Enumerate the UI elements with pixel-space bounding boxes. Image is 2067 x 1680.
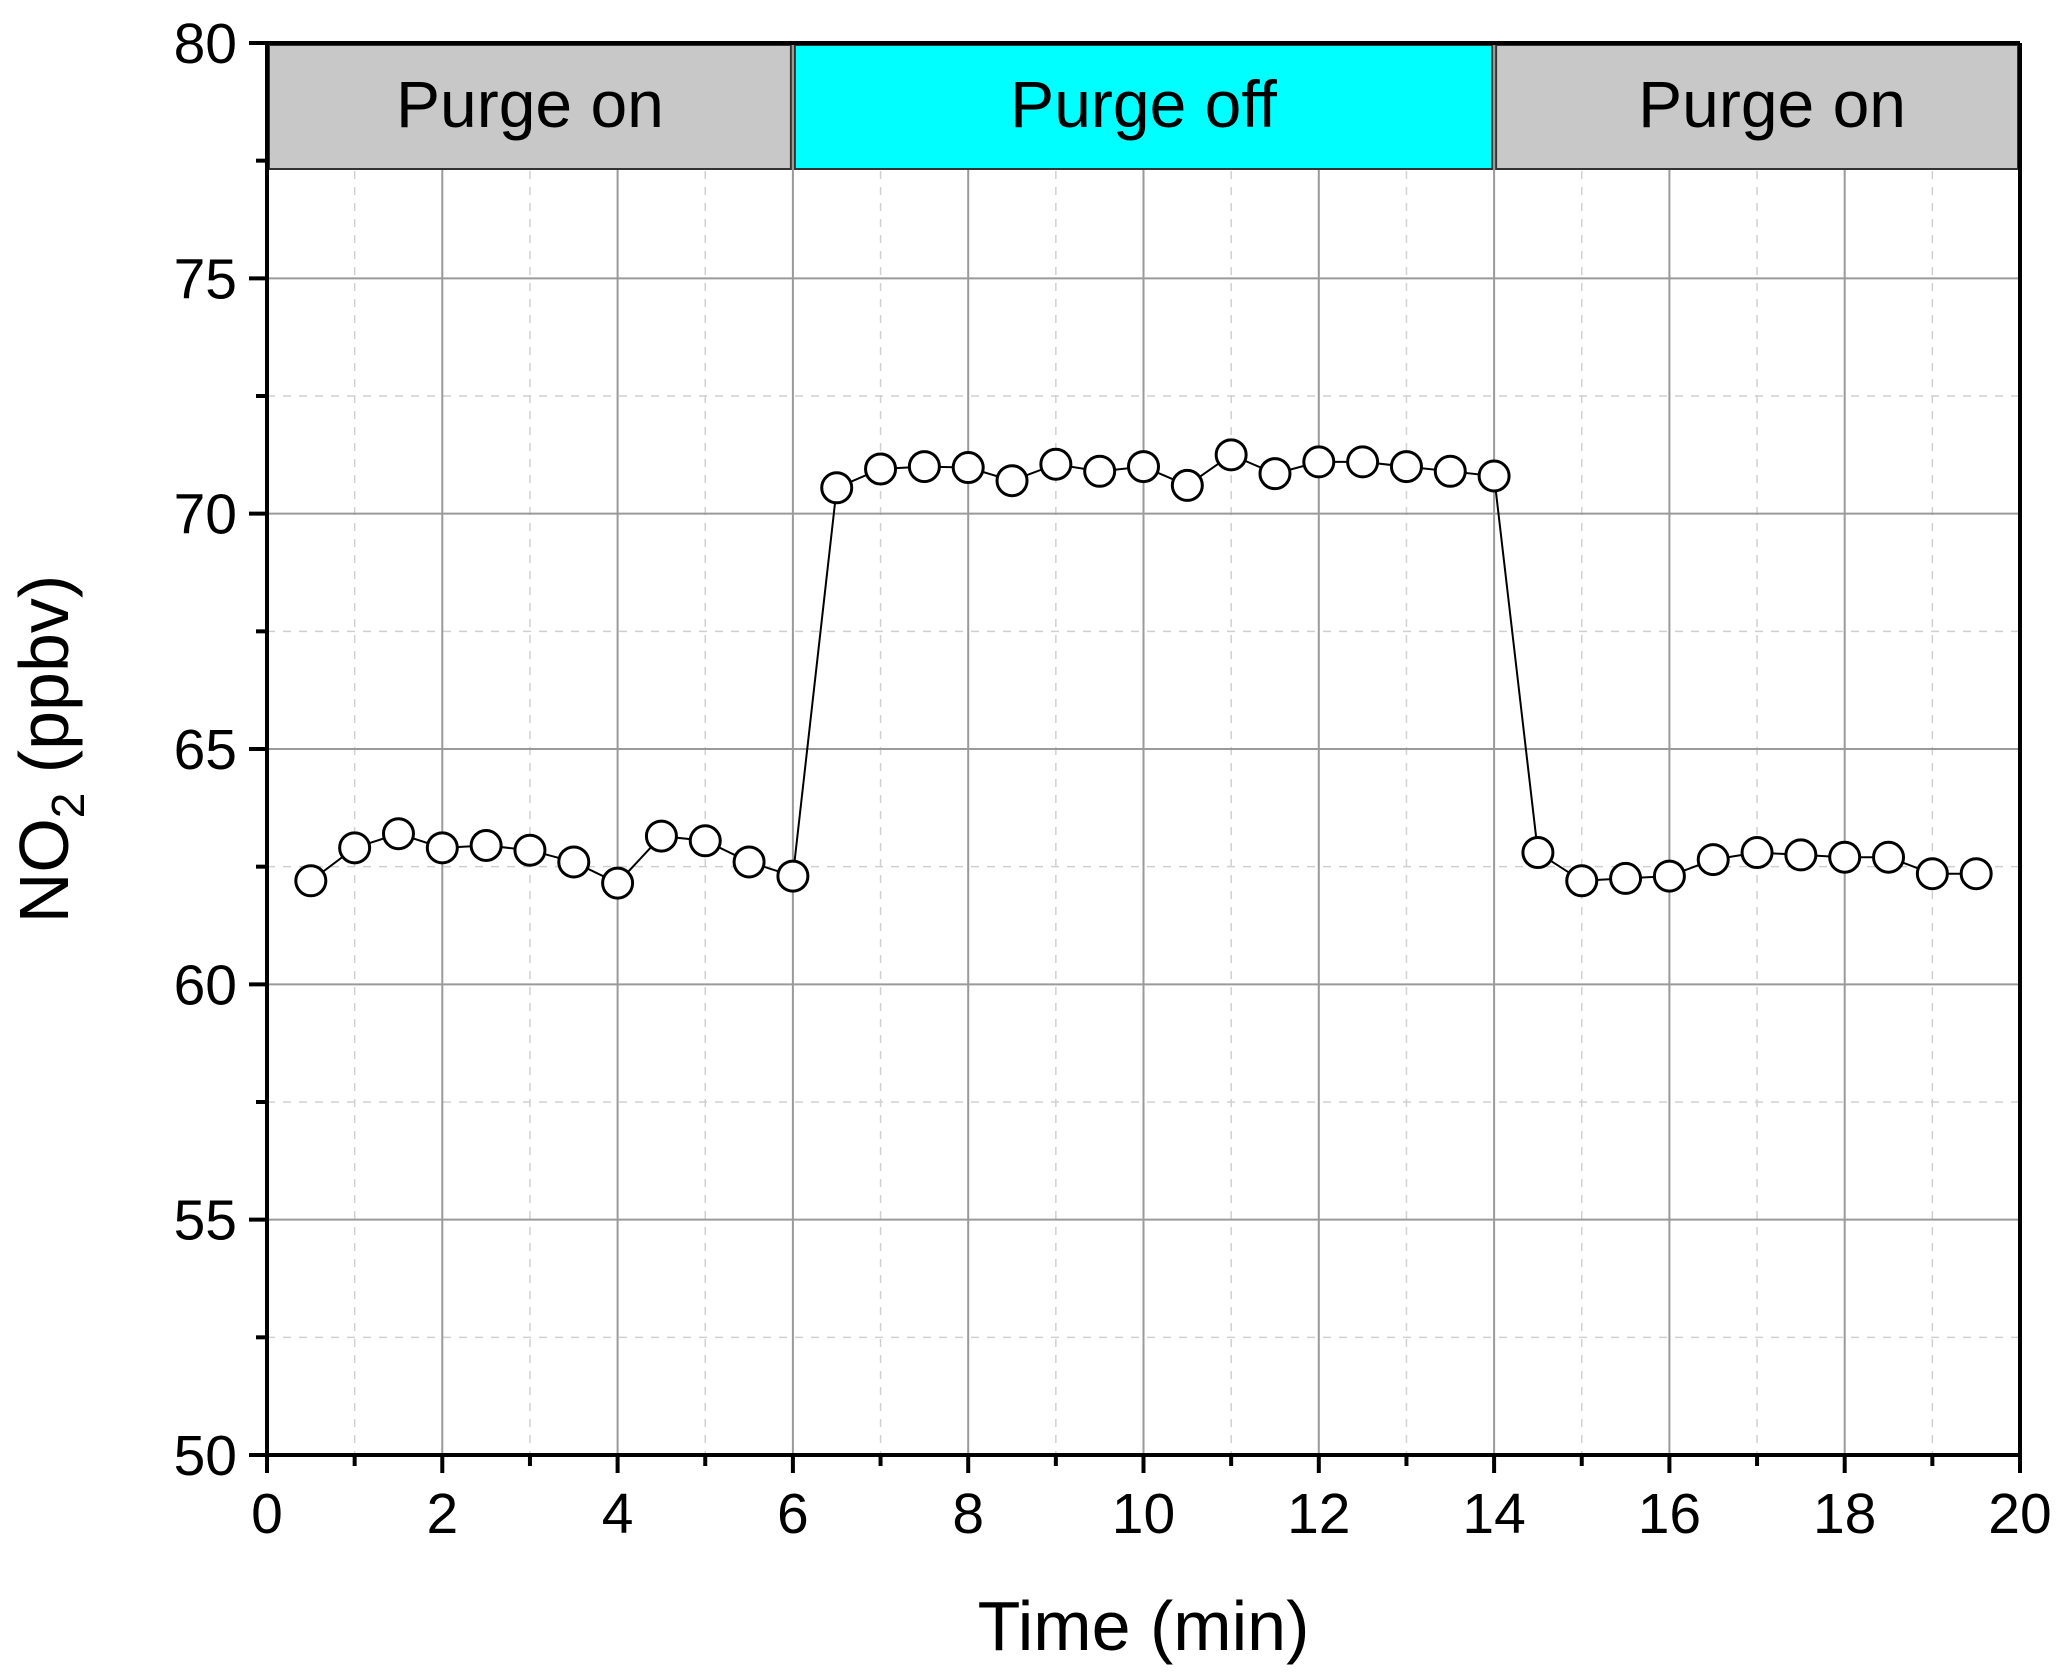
data-point [601,866,635,900]
data-point [1039,447,1073,481]
data-point [425,831,459,865]
data-point [1346,445,1380,479]
data-point [1915,857,1949,891]
x-tick-label: 2 [426,1482,458,1546]
data-point [1740,836,1774,870]
data-point [1872,840,1906,874]
data-point [1652,859,1686,893]
tick-labels: 0 2 4 6 8 10 12 14 16 18 20 50 55 60 65 70 75 80 [174,12,2052,1546]
x-tick-label: 16 [1638,1482,1701,1546]
band-rect-2 [793,44,1494,170]
data-point [776,859,810,893]
y-tick-label: 55 [174,1189,237,1253]
data-point [513,833,547,867]
data-point [1959,857,1993,891]
x-tick-label: 18 [1813,1482,1876,1546]
y-axis-title: NO2 (ppbv) [5,575,94,923]
y-axis-title-unit: (ppbv) [5,575,83,793]
grid-layer [267,43,2020,1455]
data-point [907,450,941,484]
purge-bands: Purge on Purge off Purge on [268,44,2019,170]
data-point [1828,840,1862,874]
y-tick-label: 65 [174,718,237,782]
data-point [1170,468,1204,502]
data-point [688,824,722,858]
data-point [1521,836,1555,870]
y-axis-title-subscript: 2 [42,793,94,819]
series-points [294,438,1993,900]
data-point [469,828,503,862]
data-point [338,831,372,865]
x-axis-title: Time (min) [978,1587,1310,1665]
data-point [1565,864,1599,898]
data-point [644,819,678,853]
data-point [995,464,1029,498]
x-tick-label: 14 [1462,1482,1525,1546]
y-tick-label: 70 [174,483,237,547]
data-point [1433,454,1467,488]
band-label-3: Purge on [1638,67,1906,141]
data-point [1784,838,1818,872]
data-point [381,817,415,851]
x-tick-label: 4 [602,1482,634,1546]
y-tick-label: 75 [174,247,237,311]
data-point [557,845,591,879]
band-label-2: Purge off [1010,67,1277,141]
data-point [1127,450,1160,484]
data-point [1083,454,1117,488]
y-tick-label: 50 [174,1424,237,1488]
data-point [1214,438,1248,472]
band-label-1: Purge on [396,67,664,141]
data-point [1302,445,1336,479]
axes [249,41,2022,1473]
x-tick-label: 12 [1287,1482,1350,1546]
data-point [864,452,898,486]
data-point [1609,861,1643,895]
data-point [1696,843,1730,877]
y-tick-label: 80 [174,12,237,76]
data-point [951,451,985,485]
x-tick-label: 0 [251,1482,283,1546]
data-point [294,864,328,898]
data-point [820,471,854,505]
data-point [1258,457,1292,491]
x-tick-label: 20 [1988,1482,2051,1546]
y-axis-title-main: NO [5,818,83,923]
x-tick-label: 8 [952,1482,984,1546]
data-point [732,845,766,879]
x-tick-label: 10 [1112,1482,1175,1546]
x-tick-label: 6 [777,1482,809,1546]
data-point [1389,450,1423,484]
data-point [1477,459,1511,493]
y-tick-label: 60 [174,953,237,1017]
